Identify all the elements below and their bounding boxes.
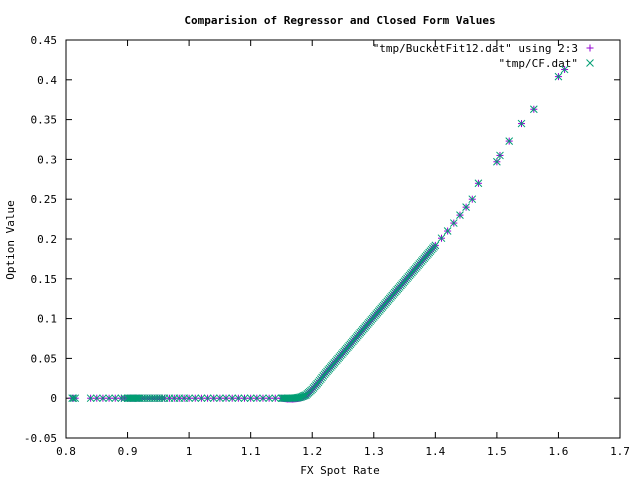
data-point: [529, 105, 538, 114]
x-tick-label: 1.6: [549, 445, 569, 458]
data-point: [259, 394, 267, 403]
data-point: [117, 394, 126, 403]
data-point: [554, 72, 563, 81]
x-tick-label: 1.7: [610, 445, 630, 458]
legend-label: "tmp/BucketFit12.dat" using 2:3: [373, 42, 578, 55]
y-tick-label: 0.35: [31, 114, 58, 127]
data-point: [99, 394, 107, 403]
data-point: [155, 394, 164, 403]
data-point: [505, 137, 514, 145]
legend-marker: [586, 59, 594, 67]
data-point: [180, 394, 189, 403]
data-point: [228, 394, 237, 403]
y-tick-label: 0.15: [31, 273, 58, 286]
data-point: [86, 394, 95, 403]
data-point: [92, 394, 101, 403]
legend: "tmp/BucketFit12.dat" using 2:3 "tmp/CF.d…: [373, 42, 594, 70]
data-point: [111, 394, 120, 403]
y-tick-label: 0.4: [37, 74, 57, 87]
y-axis: -0.05 0 0.05 0.1 0.15 0.2 0.25 0.3 0.35 0.4 0.45: [24, 34, 620, 445]
data-point: [278, 394, 287, 403]
data-point: [430, 242, 438, 251]
x-tick-label: 1.5: [487, 445, 507, 458]
y-axis-label: Option Value: [4, 200, 17, 279]
legend-label: "tmp/CF.dat": [499, 57, 578, 70]
data-point: [132, 394, 141, 403]
data-point: [191, 394, 200, 403]
data-point: [131, 394, 139, 403]
x-tick-label: 1.2: [302, 445, 322, 458]
data-point: [105, 394, 113, 403]
data-point: [284, 394, 293, 403]
data-point: [456, 211, 464, 219]
chart-title: Comparision of Regressor and Closed Form…: [184, 14, 495, 27]
data-point: [443, 227, 452, 235]
data-point: [68, 394, 77, 403]
series-1: [68, 65, 569, 403]
y-tick-label: 0.05: [31, 352, 58, 365]
y-tick-label: -0.05: [24, 432, 57, 445]
data-point: [69, 394, 78, 403]
x-tick-label: 1: [186, 445, 193, 458]
y-tick-label: 0: [50, 392, 57, 405]
y-tick-label: 0.1: [37, 313, 57, 326]
x-tick-label: 0.9: [118, 445, 138, 458]
data-point: [449, 219, 458, 227]
data-point: [252, 394, 261, 403]
data-point: [493, 157, 501, 166]
data-points: [68, 65, 569, 403]
y-tick-label: 0.3: [37, 153, 57, 166]
x-tick-label: 1.4: [425, 445, 445, 458]
data-point: [474, 179, 483, 188]
data-point: [437, 234, 446, 243]
data-point: [234, 394, 243, 403]
data-point: [265, 394, 273, 403]
legend-marker: [586, 44, 594, 52]
data-point: [71, 394, 80, 403]
data-point: [517, 119, 526, 128]
data-point: [209, 394, 218, 403]
x-axis: 0.8 0.9 1 1.1 1.2 1.3 1.4 1.5 1.6 1.7: [56, 40, 630, 458]
data-point: [143, 394, 152, 403]
data-point: [560, 65, 569, 74]
data-point: [203, 394, 212, 403]
data-point: [496, 151, 504, 160]
data-point: [462, 203, 470, 212]
x-tick-label: 1.3: [364, 445, 384, 458]
series-0: [68, 65, 569, 403]
data-point: [299, 392, 308, 400]
data-point: [246, 394, 255, 403]
data-point: [216, 394, 224, 403]
y-tick-label: 0.2: [37, 233, 57, 246]
y-tick-label: 0.45: [31, 34, 58, 47]
data-point: [240, 394, 249, 403]
data-point: [271, 394, 280, 403]
data-point: [124, 394, 133, 403]
data-point: [134, 394, 143, 403]
x-tick-label: 1.1: [241, 445, 261, 458]
data-point: [158, 394, 166, 403]
x-tick-label: 0.8: [56, 445, 76, 458]
x-axis-label: FX Spot Rate: [300, 464, 379, 477]
plot-area: [65, 39, 621, 439]
data-point: [222, 394, 230, 403]
data-point: [298, 392, 307, 401]
y-tick-label: 0.25: [31, 193, 58, 206]
data-point: [197, 394, 206, 403]
data-point: [468, 195, 477, 204]
